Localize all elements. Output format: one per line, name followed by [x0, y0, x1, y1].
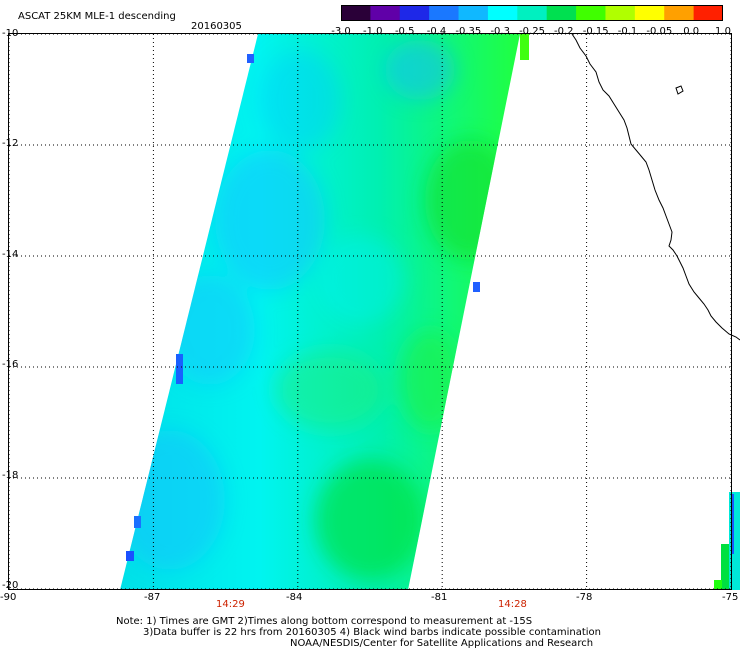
colorbar-tick-label: 0.0: [683, 26, 699, 36]
lon-label: -90: [0, 592, 17, 603]
swath-blob: [400, 330, 460, 430]
colorbar-tick-label: -3.0: [331, 26, 351, 36]
lon-label: -78: [576, 592, 593, 603]
swath-pixel: [247, 54, 254, 63]
lat-label: -14: [2, 249, 19, 260]
colorbar-tick-label: -0.4: [427, 26, 447, 36]
lon-label: -75: [722, 592, 739, 603]
lat-label: -10: [2, 28, 19, 39]
swath-edge-strip: [731, 494, 734, 554]
swath-pixel: [126, 551, 134, 561]
map-title: ASCAT 25KM MLE-1 descending: [18, 11, 176, 22]
colorbar-tick-label: -0.1: [618, 26, 638, 36]
swath-blob: [215, 150, 325, 290]
map-date: 20160305: [191, 21, 242, 32]
lon-label: -81: [431, 592, 448, 603]
swath-edge-strip: [729, 492, 740, 590]
colorbar-tick-label: 1.0: [715, 26, 731, 36]
note-line: NOAA/NESDIS/Center for Satellite Applica…: [290, 638, 594, 649]
coastline: [571, 33, 740, 341]
lon-label: -84: [286, 592, 303, 603]
time-label: 14:28: [498, 599, 527, 610]
colorbar-segment: [399, 5, 430, 21]
swath-pixel: [473, 282, 480, 292]
colorbar-segment: [693, 5, 723, 21]
colorbar-segment: [429, 5, 460, 21]
colorbar-tick-label: -0.15: [583, 26, 609, 36]
note-line: Note: 1) Times are GMT 2)Times along bot…: [116, 616, 533, 627]
colorbar-segment: [546, 5, 577, 21]
swath-edge-strip: [714, 580, 722, 590]
colorbar-segment: [487, 5, 518, 21]
colorbar-segment: [341, 5, 371, 21]
colorbar-tick-label: -0.2: [554, 26, 574, 36]
swath-pixel: [520, 34, 529, 60]
colorbar-tick-label: -0.35: [455, 26, 481, 36]
lon-label: -87: [144, 592, 161, 603]
island: [675, 85, 684, 95]
colorbar-tick-label: -0.05: [646, 26, 672, 36]
colorbar-tick-label: -0.3: [490, 26, 510, 36]
swath-edge-strip: [721, 544, 729, 590]
lat-label: -18: [2, 470, 19, 481]
colorbar-frame: [341, 5, 723, 21]
colorbar-segment: [634, 5, 665, 21]
colorbar-segment: [664, 5, 695, 21]
lat-label: -20: [2, 580, 19, 591]
colorbar-tick-label: -1.0: [363, 26, 383, 36]
grid: [8, 33, 732, 590]
colorbar-tick-label: -0.5: [395, 26, 415, 36]
colorbar-segment: [517, 5, 548, 21]
swath-blob: [425, 140, 515, 260]
swath-polygon: [120, 34, 520, 590]
swath-blob: [385, 40, 455, 100]
lat-label: -12: [2, 138, 19, 149]
colorbar-segment: [370, 5, 401, 21]
colorbar-tick-label: -0.25: [519, 26, 545, 36]
colorbar-tick-labels: -3.0 -1.0 -0.5 -0.4 -0.35 -0.3 -0.25 -0.2 -0.15-…: [331, 26, 731, 36]
colorbar-segment: [605, 5, 636, 21]
swath-edge: [714, 492, 740, 590]
swath-pixel: [134, 516, 141, 528]
colorbar: [341, 5, 723, 21]
swath-blob: [260, 50, 340, 150]
lat-label: -16: [2, 359, 19, 370]
time-label: 14:29: [216, 599, 245, 610]
colorbar-segment: [458, 5, 489, 21]
swath-blob: [275, 350, 385, 430]
swath-blob: [315, 460, 425, 580]
swath: [120, 34, 529, 590]
swath-blob: [120, 430, 225, 570]
swath-pixel: [176, 354, 183, 384]
note-line: 3)Data buffer is 22 hrs from 20160305 4)…: [143, 627, 601, 638]
swath-blob: [315, 235, 405, 325]
colorbar-segment: [576, 5, 607, 21]
